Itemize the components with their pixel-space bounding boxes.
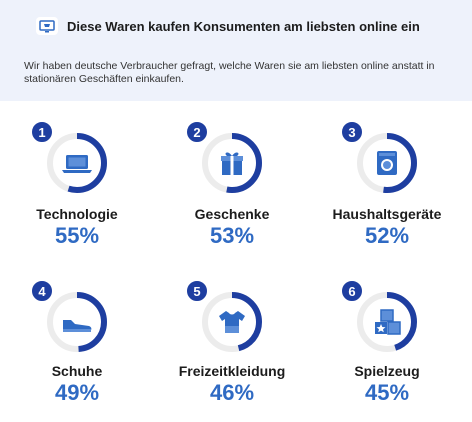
- gift-icon: [221, 152, 243, 175]
- progress-ring: [44, 289, 110, 355]
- rank-badge: 5: [185, 279, 209, 303]
- progress-ring: [199, 289, 265, 355]
- ranking-item: 6 Spielzeug 45%: [312, 277, 462, 417]
- ranking-item: 2 Geschenke 53%: [157, 118, 307, 258]
- ranking-item: 5 Freizeitkleidung 46%: [157, 277, 307, 417]
- category-label: Haushaltsgeräte: [332, 206, 442, 222]
- progress-ring: [354, 289, 420, 355]
- percent-value: 46%: [209, 380, 255, 405]
- progress-ring: [199, 130, 265, 196]
- category-label: Technologie: [36, 206, 118, 222]
- rank-badge: 6: [340, 279, 364, 303]
- category-label: Freizeitkleidung: [178, 363, 286, 379]
- rank-badge: 3: [340, 120, 364, 144]
- rank-badge: 4: [30, 279, 54, 303]
- tshirt-icon: [219, 311, 245, 333]
- rank-badge: 2: [185, 120, 209, 144]
- percent-value: 52%: [364, 223, 410, 248]
- laptop-icon: [62, 155, 92, 173]
- category-label: Schuhe: [51, 363, 103, 379]
- rank-badge: 1: [30, 120, 54, 144]
- toy-blocks-icon: [375, 309, 401, 335]
- ranking-item: 1 Technologie 55%: [2, 118, 152, 258]
- ranking-item: 3 Haushaltsgeräte 52%: [312, 118, 462, 258]
- page-title: Diese Waren kaufen Konsumenten am liebst…: [67, 18, 420, 34]
- category-label: Geschenke: [194, 206, 270, 222]
- percent-value: 53%: [209, 223, 255, 248]
- title-row: Diese Waren kaufen Konsumenten am liebst…: [36, 17, 420, 35]
- shoe-icon: [63, 320, 92, 332]
- category-label: Spielzeug: [354, 363, 420, 379]
- ranking-item: 4 Schuhe 49%: [2, 277, 152, 417]
- percent-value: 55%: [54, 223, 100, 248]
- page-subtitle: Wir haben deutsche Verbraucher gefragt, …: [24, 60, 435, 85]
- screen-cart-icon: [36, 17, 58, 35]
- progress-ring: [354, 130, 420, 196]
- washing-machine-icon: [377, 151, 397, 175]
- progress-ring: [44, 130, 110, 196]
- percent-value: 49%: [54, 380, 100, 405]
- percent-value: 45%: [364, 380, 410, 405]
- header-banner: Diese Waren kaufen Konsumenten am liebst…: [0, 0, 472, 101]
